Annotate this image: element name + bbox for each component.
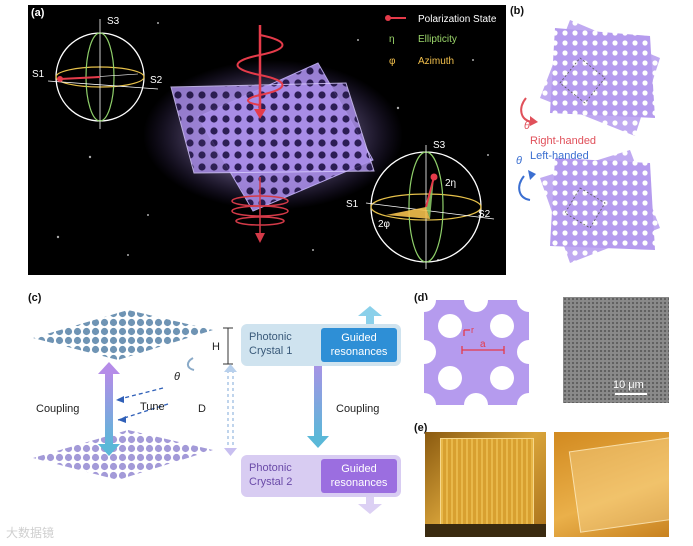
photonic-crystal-2-plate — [33, 430, 213, 480]
right-handed-structure — [540, 20, 660, 136]
panel-b-label: (b) — [510, 5, 525, 17]
sample-base-1 — [425, 524, 546, 537]
panel-c-label: (c) — [28, 292, 42, 304]
eta-symbol: η — [389, 34, 395, 45]
gr2-line1: Guided — [341, 463, 377, 475]
sem-texture — [563, 297, 669, 403]
right-handed-label: Right-handed — [530, 135, 597, 147]
poincare-sphere-left — [47, 19, 159, 129]
photonic-plate-top — [170, 82, 375, 174]
gr1-line1: Guided — [341, 332, 377, 344]
theta-bottom: θ — [516, 155, 522, 167]
d-arrow — [227, 370, 234, 450]
coupling-left-label: Coupling — [36, 403, 79, 415]
left-handed-structure — [540, 150, 660, 263]
theta-top: θ — [524, 120, 530, 132]
left-s1-label: S1 — [32, 69, 45, 80]
incident-wave — [236, 25, 284, 119]
tune-label: Tune — [140, 401, 165, 413]
phi-symbol: φ — [389, 56, 396, 67]
sample-photo-2 — [554, 432, 669, 537]
tune-arrows — [115, 387, 169, 421]
rotation-arrow-right-icon — [520, 97, 533, 123]
legend-ellipticity: Ellipticity — [418, 34, 457, 45]
sample-photo-1 — [425, 432, 546, 537]
watermark: 大数据镜 — [6, 526, 55, 540]
panel-b-graphic — [518, 20, 660, 263]
coupling-right-label: Coupling — [336, 403, 379, 415]
legend-polarization-state: Polarization State — [418, 14, 497, 25]
sample-square-1 — [440, 438, 534, 528]
photonic-crystal-1-box: Photonic Crystal 1 Guided resonances — [241, 324, 401, 366]
guided-resonances-1-box: Guided resonances — [321, 328, 397, 362]
panel-e-label: (e) — [414, 422, 428, 434]
photonic-crystal-1-plate — [33, 310, 213, 360]
transmitted-wave — [231, 177, 289, 243]
left-s3-label: S3 — [107, 16, 120, 27]
a-label: a — [480, 339, 486, 350]
right-s3-label: S3 — [433, 140, 446, 151]
two-phi-label: 2φ — [378, 219, 391, 230]
lattice-marker — [461, 329, 505, 354]
unit-cell-diagram: r a — [424, 300, 529, 405]
gr2-line2: resonances — [330, 477, 388, 489]
h-bracket — [223, 327, 233, 365]
right-s1-label: S1 — [346, 199, 359, 210]
pc1-line1: Photonic — [249, 331, 292, 343]
scale-bar — [615, 393, 647, 395]
pc2-line2: Crystal 2 — [249, 476, 293, 488]
panel-c-graphic: H θ Tune D Coupling Coupling — [33, 306, 382, 514]
panel-a-label: (a) — [31, 7, 45, 19]
rotation-arrow-icon — [186, 357, 195, 371]
panel-a-graphic: η φ Polarization State Ellipticity Azimu… — [32, 14, 497, 269]
left-s2-label: S2 — [150, 75, 163, 86]
pc1-line2: Crystal 1 — [249, 345, 293, 357]
legend-azimuth: Azimuth — [418, 56, 454, 67]
guided-resonances-2-box: Guided resonances — [321, 459, 397, 493]
theta-label: θ — [174, 371, 180, 383]
photonic-crystal-2-box: Photonic Crystal 2 Guided resonances — [241, 455, 401, 497]
scale-bar-label: 10 μm — [613, 379, 644, 391]
two-eta-label: 2η — [445, 178, 456, 189]
h-label: H — [212, 341, 220, 353]
panel-a-figure: (a) — [28, 5, 506, 275]
guided-resonance-up-arrow — [358, 306, 382, 324]
left-handed-label: Left-handed — [530, 150, 589, 162]
right-s2-label: S2 — [478, 209, 491, 220]
r-label: r — [471, 325, 474, 335]
poincare-sphere-right — [365, 145, 495, 269]
sem-image: 10 μm — [563, 297, 669, 403]
rotation-arrow-left-icon — [518, 175, 531, 201]
legend-icons — [385, 15, 406, 21]
d-label: D — [198, 403, 206, 415]
gr1-line2: resonances — [330, 346, 388, 358]
pc2-line1: Photonic — [249, 462, 292, 474]
sample-square-2 — [568, 437, 669, 533]
guided-resonance-down-arrow — [358, 496, 382, 514]
coupling-arrow-left — [98, 362, 120, 456]
